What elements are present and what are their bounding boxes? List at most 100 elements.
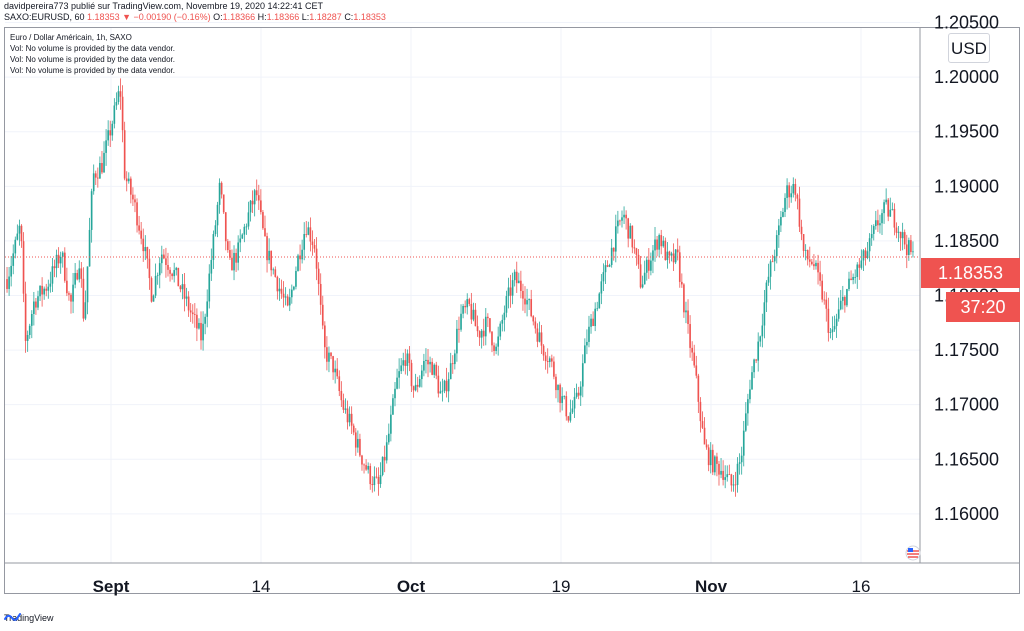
candle-body xyxy=(584,345,586,364)
candle-body xyxy=(606,265,609,267)
candle-body xyxy=(666,251,669,261)
candle-body xyxy=(152,295,155,302)
candle-body xyxy=(908,240,910,255)
candle-body xyxy=(808,259,811,262)
candle-body xyxy=(530,299,533,317)
candle-body xyxy=(617,220,619,227)
last-price: 1.18353 xyxy=(87,12,120,22)
legend-title: Euro / Dollar Américain, 1h, SAXO xyxy=(10,33,132,42)
time-tick-label: 16 xyxy=(852,577,871,596)
candle-body xyxy=(650,260,652,271)
tradingview-logo-icon xyxy=(4,613,21,621)
candle-body xyxy=(491,331,493,346)
high-value: 1.18366 xyxy=(266,12,300,22)
time-tick-label: Oct xyxy=(397,577,426,596)
candle-body xyxy=(179,286,182,290)
candle-body xyxy=(484,316,487,337)
candle-body xyxy=(165,258,167,265)
us-flag-icon[interactable] xyxy=(905,545,921,561)
price-tick-label: 1.20500 xyxy=(934,13,999,33)
candle-body xyxy=(429,361,431,365)
candle-body xyxy=(732,484,735,486)
candle-body xyxy=(889,209,892,217)
candle-body xyxy=(744,413,747,431)
currency-button[interactable]: USD xyxy=(948,33,990,63)
candle-body xyxy=(780,216,782,226)
candle-body xyxy=(127,178,130,182)
candle-body xyxy=(697,375,700,402)
candle-body xyxy=(16,233,19,240)
candle-body xyxy=(425,359,427,362)
price-tick-label: 1.16000 xyxy=(934,504,999,524)
candle-body xyxy=(346,408,349,423)
candle-body xyxy=(664,240,667,261)
candle-body xyxy=(538,332,541,342)
candle-body xyxy=(551,358,553,362)
open-value: 1.18366 xyxy=(222,12,256,22)
candle-body xyxy=(136,202,138,226)
candle-body xyxy=(577,392,580,396)
candle-body xyxy=(872,226,875,234)
candle-body xyxy=(239,238,242,243)
high-label: H: xyxy=(257,12,267,22)
tradingview-footer[interactable]: TradingView xyxy=(4,611,54,625)
candle-body xyxy=(788,185,790,198)
candle-body xyxy=(614,226,617,252)
candle-body xyxy=(707,447,710,466)
publication-line: davidpereira773 publié sur TradingView.c… xyxy=(4,1,324,11)
candle-body xyxy=(398,371,400,378)
candle-body xyxy=(334,368,336,373)
candle-body xyxy=(689,324,691,348)
candle-body xyxy=(41,285,43,295)
candle-body xyxy=(105,140,107,153)
candle-body xyxy=(447,379,450,392)
candle-body xyxy=(163,254,165,259)
candle-body xyxy=(497,336,500,347)
candle-body xyxy=(394,388,396,399)
candle-body xyxy=(526,300,528,305)
candle-body xyxy=(80,268,83,279)
candle-body xyxy=(175,267,178,271)
candle-body xyxy=(20,225,23,242)
close-value: 1.18353 xyxy=(353,12,386,22)
price-tick-label: 1.17000 xyxy=(934,395,999,415)
candle-body xyxy=(315,248,318,269)
candle-body xyxy=(641,284,644,288)
candle-body xyxy=(156,275,159,277)
candle-body xyxy=(330,352,332,357)
candle-body xyxy=(109,130,112,136)
candle-body xyxy=(594,308,596,327)
candle-body xyxy=(565,396,568,417)
candle-body xyxy=(231,257,233,271)
candle-body xyxy=(773,256,776,262)
candle-body xyxy=(870,233,873,239)
candle-body xyxy=(639,264,642,288)
candle-body xyxy=(185,296,188,299)
candle-body xyxy=(643,272,646,285)
candle-body xyxy=(227,241,229,251)
candle-body xyxy=(678,252,681,282)
candle-body xyxy=(379,474,382,485)
candle-body xyxy=(385,442,388,461)
candle-body xyxy=(70,294,72,302)
candle-body xyxy=(511,280,514,296)
candle-body xyxy=(171,273,173,277)
candle-body xyxy=(103,152,105,173)
candle-body xyxy=(819,272,821,281)
candle-body xyxy=(460,313,462,330)
candle-body xyxy=(513,271,516,281)
candle-body xyxy=(361,455,363,465)
candle-body xyxy=(253,190,256,205)
candle-body xyxy=(792,183,795,194)
candle-body xyxy=(507,287,510,297)
candle-body xyxy=(740,455,743,463)
candle-body xyxy=(829,332,832,333)
candle-body xyxy=(305,234,308,235)
candle-body xyxy=(825,299,828,309)
low-value: 1.18287 xyxy=(309,12,342,22)
candle-body xyxy=(474,309,477,327)
candle-body xyxy=(699,401,702,422)
candle-body xyxy=(579,386,582,396)
price-tick-label: 1.17500 xyxy=(934,340,999,360)
